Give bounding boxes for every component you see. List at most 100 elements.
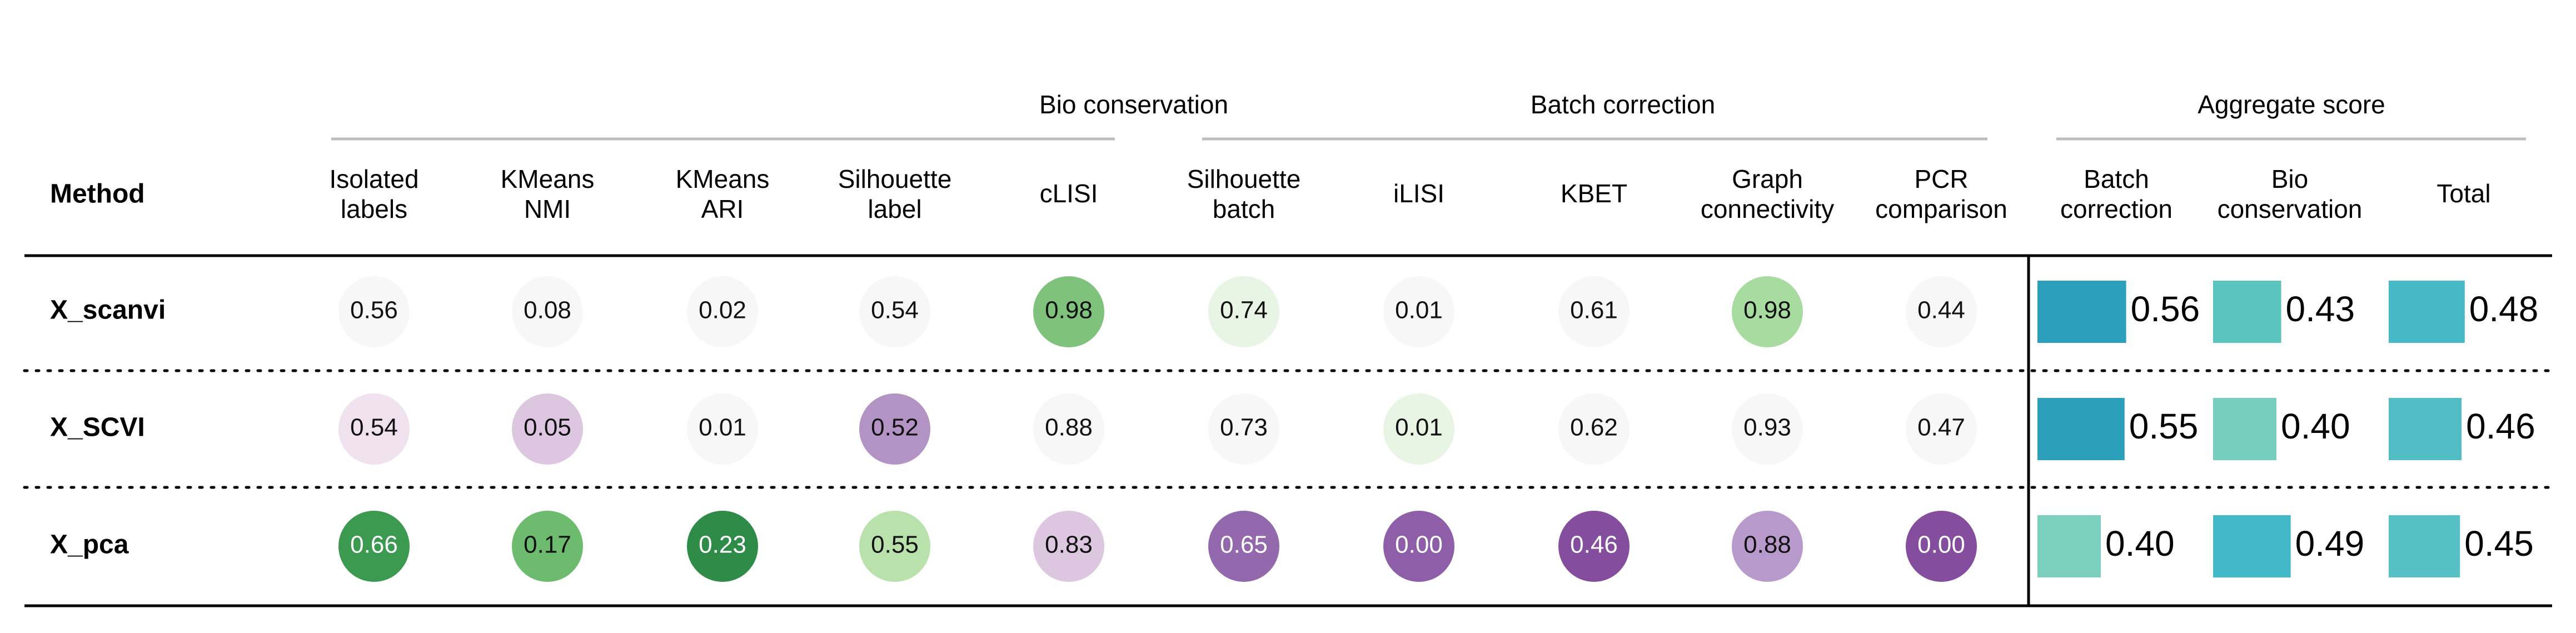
- score-label: 0.54: [871, 297, 919, 324]
- score-bar-label: 0.55: [2129, 406, 2199, 446]
- column-header: batch: [1213, 195, 1275, 223]
- score-bar: [2213, 515, 2291, 577]
- score-bar-label: 0.46: [2466, 406, 2535, 446]
- table-rows: X_scanvi 0.56 0.08 0.02 0.54 0.98 0.74 0.01 0.61…: [50, 276, 2538, 582]
- column-header: label: [868, 195, 921, 223]
- column-header: KMeans: [501, 165, 595, 193]
- score-label: 0.83: [1045, 531, 1093, 559]
- table-row: X_pca 0.66 0.17 0.23 0.55 0.83 0.65 0.00 0.46 0.8…: [50, 511, 2534, 582]
- score-circle: [1383, 393, 1454, 465]
- column-header: KMeans: [676, 165, 770, 193]
- score-circle: [1558, 511, 1630, 582]
- score-circle: [859, 393, 930, 465]
- score-bar-label: 0.48: [2469, 289, 2539, 329]
- score-label: 0.52: [871, 414, 919, 441]
- score-label: 0.98: [1045, 297, 1093, 324]
- score-label: 0.88: [1743, 531, 1791, 559]
- score-bar: [2389, 398, 2462, 460]
- score-label: 0.02: [699, 297, 746, 324]
- score-circle: [1732, 511, 1803, 582]
- score-label: 0.93: [1743, 414, 1791, 441]
- score-label: 0.47: [1917, 414, 1965, 441]
- score-label: 0.56: [350, 297, 398, 324]
- score-circle: [338, 511, 410, 582]
- score-circle: [512, 511, 583, 582]
- column-header: Silhouette: [838, 165, 952, 193]
- score-circle: [512, 393, 583, 465]
- score-label: 0.05: [524, 414, 571, 441]
- score-bar-label: 0.40: [2105, 524, 2175, 564]
- score-label: 0.54: [350, 414, 398, 441]
- column-header: labels: [341, 195, 407, 223]
- table-row: X_SCVI 0.54 0.05 0.01 0.52 0.88 0.73 0.01 0.62 0.…: [50, 393, 2535, 465]
- score-bar: [2037, 515, 2101, 577]
- score-circle: [512, 276, 583, 347]
- score-label: 0.66: [350, 531, 398, 559]
- score-bar-label: 0.40: [2281, 406, 2350, 446]
- score-label: 0.01: [1395, 297, 1443, 324]
- score-bar: [2037, 281, 2126, 343]
- group-title: Batch correction: [1531, 90, 1715, 119]
- column-header: iLISI: [1393, 179, 1444, 208]
- column-header: cLISI: [1040, 179, 1098, 208]
- score-circle: [1558, 276, 1630, 347]
- score-label: 0.44: [1917, 297, 1965, 324]
- score-circle: [338, 393, 410, 465]
- score-label: 0.08: [524, 297, 571, 324]
- column-header: PCR: [1914, 165, 1968, 193]
- score-label: 0.73: [1220, 414, 1268, 441]
- score-circle: [1208, 276, 1279, 347]
- score-bar-label: 0.56: [2131, 289, 2200, 329]
- score-label: 0.01: [1395, 414, 1443, 441]
- group-title: Bio conservation: [1039, 90, 1228, 119]
- column-header: Bio: [2271, 165, 2308, 193]
- score-bar: [2037, 398, 2125, 460]
- score-circle: [859, 276, 930, 347]
- table-row: X_scanvi 0.56 0.08 0.02 0.54 0.98 0.74 0.01 0.61…: [50, 276, 2538, 347]
- group-headers: Bio conservation Batch correction Aggregat…: [331, 90, 2526, 141]
- score-circle: [1383, 511, 1454, 582]
- method-name: X_pca: [50, 530, 129, 560]
- score-bar: [2389, 281, 2465, 343]
- score-bar: [2213, 281, 2281, 343]
- score-circle: [1558, 393, 1630, 465]
- score-label: 0.74: [1220, 297, 1268, 324]
- score-bar: [2213, 398, 2276, 460]
- column-header: ARI: [701, 195, 744, 223]
- score-label: 0.88: [1045, 414, 1093, 441]
- column-header: comparison: [1875, 195, 2007, 223]
- score-circle: [338, 276, 410, 347]
- score-label: 0.65: [1220, 531, 1268, 559]
- score-bar: [2389, 515, 2460, 577]
- method-name: X_scanvi: [50, 296, 166, 325]
- score-circle: [1906, 276, 1977, 347]
- score-label: 0.00: [1395, 531, 1443, 559]
- score-label: 0.17: [524, 531, 571, 559]
- score-label: 0.55: [871, 531, 919, 559]
- column-header: NMI: [524, 195, 571, 223]
- score-bar-label: 0.49: [2295, 524, 2365, 564]
- column-headers: MethodIsolatedlabelsKMeansNMIKMeansARISi…: [50, 165, 2491, 223]
- score-label: 0.01: [699, 414, 746, 441]
- column-header: conservation: [2218, 195, 2363, 223]
- score-circle: [1208, 511, 1279, 582]
- score-circle: [859, 511, 930, 582]
- score-circle: [687, 276, 758, 347]
- score-circle: [687, 511, 758, 582]
- score-label: 0.23: [699, 531, 746, 559]
- column-header: correction: [2060, 195, 2173, 223]
- method-header: Method: [50, 180, 145, 209]
- score-circle: [687, 393, 758, 465]
- column-header: Silhouette: [1187, 165, 1301, 193]
- column-header: Batch: [2084, 165, 2149, 193]
- score-circle: [1383, 276, 1454, 347]
- score-circle: [1732, 393, 1803, 465]
- group-title: Aggregate score: [2198, 90, 2385, 119]
- method-name: X_SCVI: [50, 413, 145, 442]
- score-label: 0.62: [1570, 414, 1618, 441]
- column-header: KBET: [1561, 179, 1627, 208]
- score-label: 0.98: [1743, 297, 1791, 324]
- score-circle: [1906, 393, 1977, 465]
- score-label: 0.61: [1570, 297, 1618, 324]
